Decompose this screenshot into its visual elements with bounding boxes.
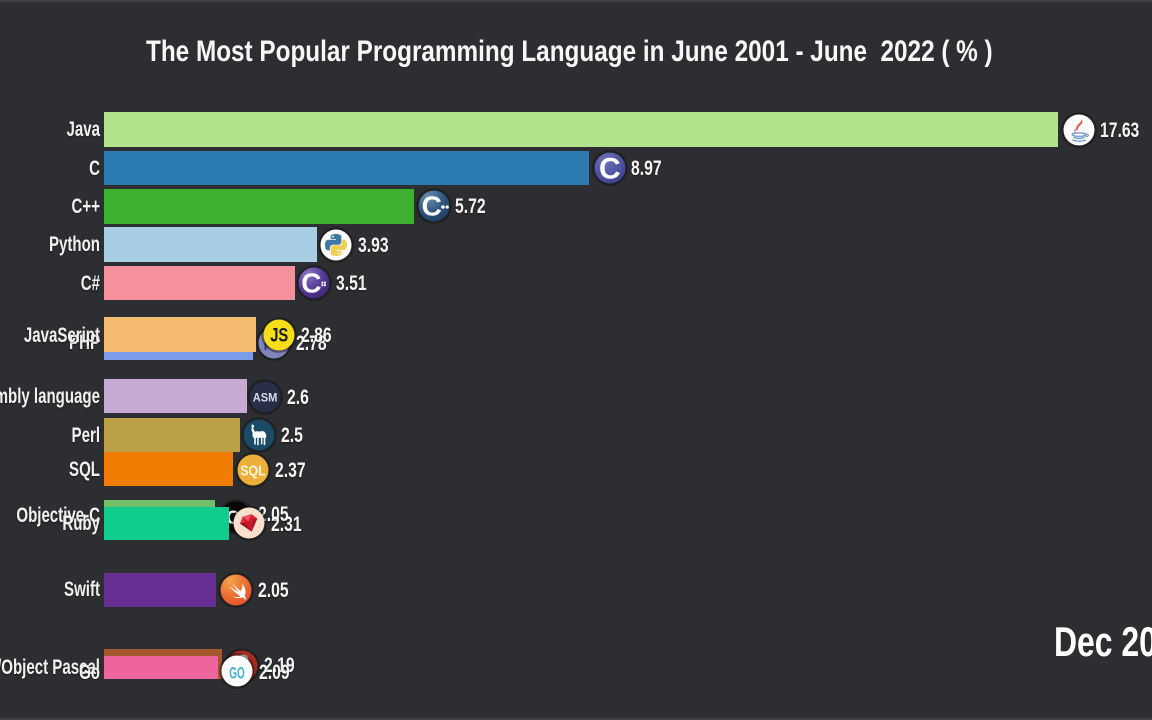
svg-text:SQL: SQL [241, 462, 267, 479]
svg-text:C: C [421, 191, 441, 222]
svg-text:ASM: ASM [253, 390, 278, 404]
svg-text:C: C [301, 267, 321, 298]
svg-text:C: C [598, 152, 620, 185]
svg-text:JS: JS [270, 324, 288, 346]
svg-text:GO: GO [230, 664, 246, 682]
